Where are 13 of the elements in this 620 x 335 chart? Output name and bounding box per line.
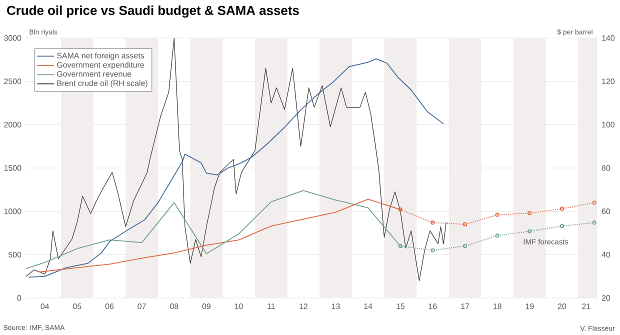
point [560,224,564,228]
point [462,244,468,248]
point [430,248,435,252]
point [560,206,564,211]
point [528,229,532,234]
point [495,212,500,217]
point [592,220,596,225]
point [430,220,435,225]
chart-title: Crude oil price vs Saudi budget & SAMA assets [7,6,299,18]
point [592,200,596,205]
point [462,222,468,226]
point [528,211,532,216]
point [495,234,500,238]
